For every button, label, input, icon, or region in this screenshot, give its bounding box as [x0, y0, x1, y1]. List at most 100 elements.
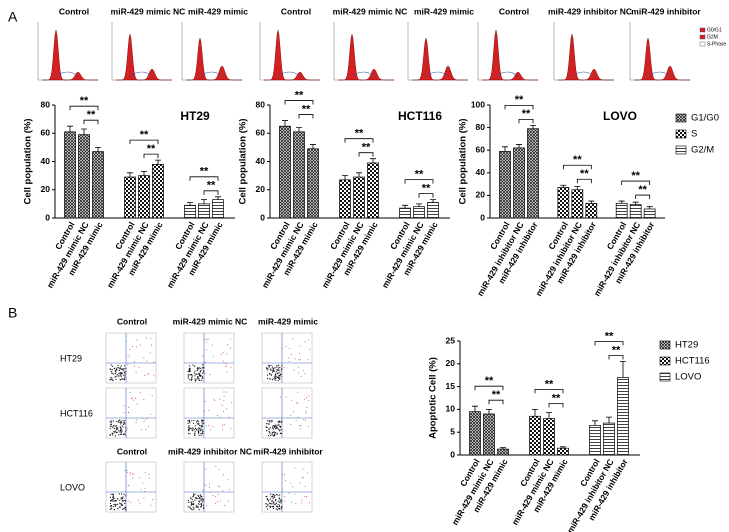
cell-dot: [226, 408, 228, 410]
cell-dot: [120, 432, 122, 434]
legend-swatch: [699, 41, 706, 47]
significance-bracket: [504, 104, 534, 110]
cell-dot: [130, 398, 132, 400]
cell-dot: [271, 433, 273, 436]
cell-dot: [198, 368, 200, 370]
cell-dot: [266, 423, 268, 425]
cell-dot: [124, 500, 126, 502]
legend-swatch: [675, 129, 687, 139]
cell-dot: [198, 509, 200, 511]
cell-dot: [227, 344, 229, 346]
cell-dot: [278, 375, 280, 377]
histogram-label: miR-429 mimic: [414, 6, 474, 16]
chart-title: LOVO: [603, 109, 637, 123]
cell-dot: [124, 423, 126, 425]
y-tick-label: 0: [45, 212, 50, 222]
cell-dot: [111, 377, 113, 379]
significance-label: **: [355, 128, 364, 140]
significance-bracket: [203, 190, 219, 195]
y-tick-label: 25: [446, 335, 456, 345]
significance-bracket: [534, 389, 564, 394]
cell-dot: [268, 428, 270, 430]
cell-dot: [308, 395, 310, 397]
cell-dot: [129, 473, 131, 475]
cell-dot: [120, 433, 123, 435]
cell-dot: [191, 429, 193, 431]
cell-dot: [196, 378, 198, 380]
cell-dot: [293, 369, 295, 371]
error-bar: [416, 203, 422, 207]
cell-dot: [304, 341, 306, 342]
bar: [617, 377, 629, 456]
bar: [543, 418, 555, 456]
cell-dot: [192, 509, 194, 511]
cell-dot: [132, 473, 134, 474]
cell-dot: [119, 373, 121, 375]
cell-dot: [110, 376, 112, 378]
y-tick-label: 40: [41, 156, 51, 166]
cell-dot: [143, 497, 145, 499]
cell-dot: [194, 431, 196, 433]
dot-plot-frame: [105, 461, 157, 513]
cell-dot: [199, 427, 201, 429]
cell-dot: [191, 503, 193, 505]
cell-dot: [116, 367, 118, 369]
significance-bracket: [143, 153, 159, 159]
cell-dot: [143, 491, 145, 493]
histogram-label: miR-429 mimic NC: [111, 6, 186, 16]
cell-dot: [114, 505, 116, 507]
cell-dot: [121, 493, 123, 495]
cell-dot: [112, 496, 114, 498]
cell-dot: [111, 422, 113, 424]
cell-dot: [280, 432, 282, 434]
cell-dot: [278, 421, 280, 423]
cell-dot: [274, 503, 276, 505]
cell-dot: [198, 378, 200, 380]
cell-dot: [130, 472, 131, 474]
cell-dot: [188, 429, 190, 431]
cell-dot: [197, 497, 199, 500]
legend-swatch: [659, 340, 671, 350]
cell-dot: [191, 378, 193, 381]
cell-dot: [278, 497, 280, 499]
bar: [571, 189, 584, 219]
bar: [427, 202, 439, 219]
cell-dot: [110, 423, 112, 425]
cell-dot: [119, 503, 121, 505]
cell-dot: [195, 428, 197, 431]
cell-dot: [199, 494, 202, 496]
cell-dot: [120, 374, 122, 376]
cell-dot: [121, 500, 123, 502]
cell-dot: [120, 375, 122, 377]
cell-dot: [118, 370, 120, 372]
cell-dot: [196, 370, 198, 372]
cell-dot: [272, 494, 274, 496]
cell-dot: [271, 371, 274, 373]
cell-dot: [188, 371, 190, 373]
significance-label: **: [87, 109, 96, 121]
cell-dot: [269, 373, 271, 375]
y-tick-label: 0: [260, 212, 265, 222]
scatter-column-label: miR-429 inhibitor NC: [168, 446, 252, 456]
cell-dot: [196, 504, 198, 506]
cell-dot: [278, 428, 280, 430]
bar: [339, 179, 351, 219]
cell-dot: [133, 473, 135, 475]
significance-label: **: [580, 168, 589, 180]
y-tick-label: 60: [256, 128, 266, 138]
cell-dot: [198, 432, 200, 434]
cell-dot: [274, 495, 276, 497]
cell-dot: [213, 398, 215, 400]
cell-dot: [120, 365, 122, 367]
bar: [413, 206, 425, 219]
cell-dot: [273, 496, 276, 498]
cell-dot: [187, 420, 189, 422]
cell-dot: [198, 422, 200, 424]
cell-dot: [270, 435, 272, 437]
cell-dot: [197, 430, 199, 432]
cell-dot: [119, 421, 121, 423]
cell-dot: [123, 368, 125, 370]
error-bar: [282, 120, 288, 127]
cell-dot: [125, 426, 127, 428]
cell-dot: [197, 507, 199, 509]
